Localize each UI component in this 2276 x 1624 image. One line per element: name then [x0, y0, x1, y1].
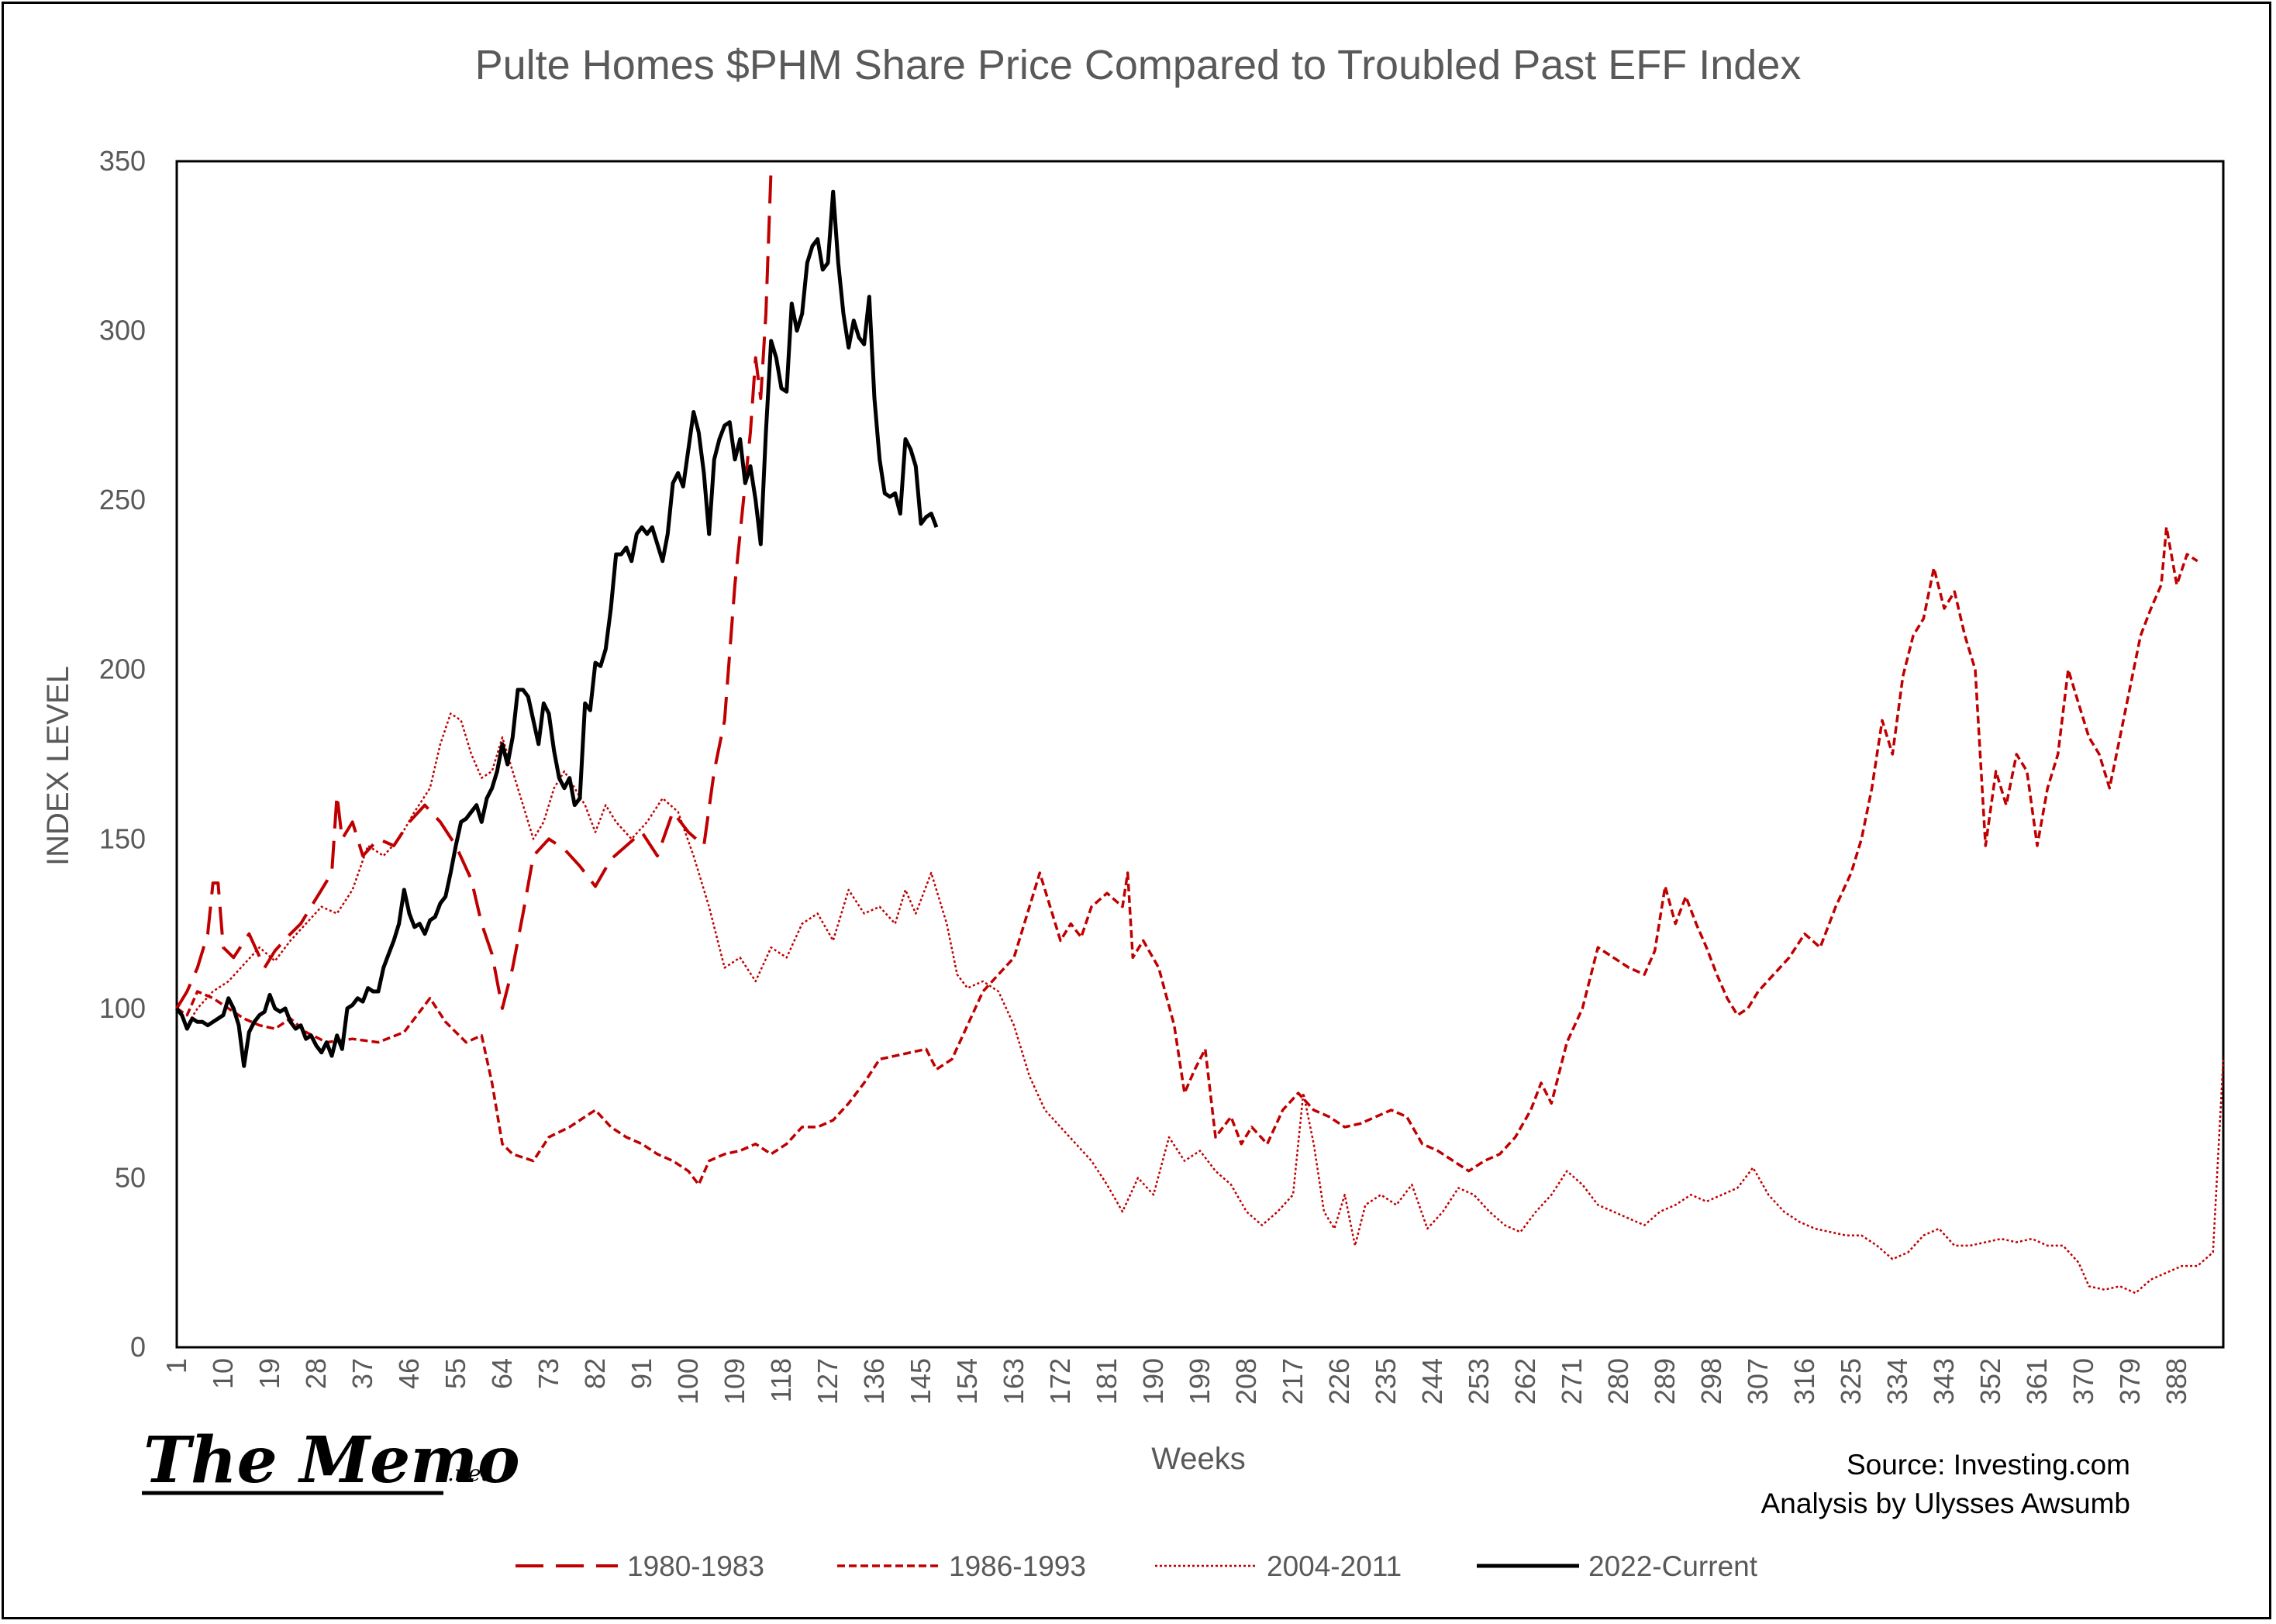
- x-tick-label: 190: [1137, 1358, 1169, 1405]
- y-axis-ticks: 0 50 100 150 200 250 300 350: [99, 145, 146, 1363]
- legend-item-1980-1983: 1980-1983: [516, 1550, 764, 1582]
- y-axis-label: INDEX LEVEL: [41, 666, 75, 866]
- x-tick-label: 163: [998, 1358, 1029, 1405]
- x-tick-label: 64: [486, 1358, 518, 1389]
- legend-label: 1980-1983: [627, 1550, 764, 1582]
- x-tick-label: 91: [626, 1358, 657, 1389]
- x-tick-label: 19: [253, 1358, 285, 1389]
- x-tick-label: 307: [1742, 1358, 1774, 1405]
- x-tick-label: 82: [579, 1358, 611, 1389]
- x-tick-label: 154: [951, 1358, 983, 1405]
- legend-label: 2022-Current: [1588, 1550, 1758, 1582]
- x-tick-label: 226: [1323, 1358, 1355, 1405]
- y-tick-label: 0: [130, 1331, 146, 1363]
- x-tick-label: 127: [812, 1358, 843, 1405]
- legend-item-2004-2011: 2004-2011: [1155, 1550, 1402, 1582]
- x-tick-label: 289: [1649, 1358, 1681, 1405]
- y-tick-label: 350: [99, 145, 146, 177]
- logo: The Memo .net: [142, 1423, 520, 1498]
- x-tick-label: 352: [1974, 1358, 2006, 1405]
- legend-item-2022-Current: 2022-Current: [1477, 1550, 1758, 1582]
- legend: 1980-1983 1986-1993 2004-2011 2022-Current: [516, 1550, 1758, 1582]
- y-tick-label: 100: [99, 992, 146, 1024]
- x-tick-label: 334: [1881, 1358, 1913, 1405]
- x-tick-label: 208: [1230, 1358, 1262, 1405]
- x-tick-label: 181: [1091, 1358, 1122, 1405]
- x-tick-label: 136: [858, 1358, 890, 1405]
- x-tick-label: 361: [2021, 1358, 2053, 1405]
- logo-text: The Memo: [143, 1423, 520, 1498]
- x-tick-label: 100: [672, 1358, 704, 1405]
- x-tick-label: 199: [1184, 1358, 1216, 1405]
- x-tick-label: 145: [905, 1358, 936, 1405]
- y-tick-label: 150: [99, 822, 146, 854]
- x-tick-label: 244: [1416, 1358, 1448, 1405]
- x-tick-label: 271: [1556, 1358, 1588, 1405]
- x-tick-label: 109: [719, 1358, 750, 1405]
- source-text: Source: Investing.com: [1847, 1449, 2130, 1481]
- x-tick-label: 379: [2114, 1358, 2146, 1405]
- x-tick-label: 325: [1835, 1358, 1867, 1405]
- legend-label: 1986-1993: [949, 1550, 1086, 1582]
- x-tick-label: 73: [533, 1358, 564, 1389]
- y-tick-label: 50: [115, 1161, 146, 1193]
- series-line-1986-1993: [176, 526, 2198, 1186]
- legend-label: 2004-2011: [1267, 1550, 1402, 1582]
- plot-area: [175, 160, 2225, 1349]
- x-tick-label: 388: [2160, 1358, 2192, 1405]
- x-tick-label: 1: [160, 1358, 192, 1374]
- x-tick-label: 370: [2067, 1358, 2099, 1405]
- x-tick-label: 10: [207, 1358, 239, 1389]
- x-tick-label: 46: [393, 1358, 425, 1389]
- x-tick-label: 235: [1370, 1358, 1402, 1405]
- x-tick-label: 37: [347, 1358, 378, 1389]
- x-tick-label: 28: [300, 1358, 332, 1389]
- chart-title: Pulte Homes $PHM Share Price Compared to…: [475, 42, 1802, 88]
- x-tick-label: 262: [1509, 1358, 1541, 1405]
- series-line-2022-Current: [175, 189, 939, 1068]
- x-tick-label: 118: [765, 1358, 797, 1402]
- x-tick-label: 343: [1928, 1358, 1960, 1405]
- plot-border: [175, 160, 2225, 1349]
- x-tick-label: 55: [440, 1358, 471, 1389]
- analysis-credit: Analysis by Ulysses Awsumb: [1761, 1488, 2130, 1519]
- x-tick-label: 298: [1695, 1358, 1727, 1405]
- x-tick-label: 316: [1788, 1358, 1820, 1405]
- logo-suffix: .net: [447, 1460, 491, 1486]
- y-tick-label: 250: [99, 484, 146, 515]
- series-line-1980-1983: [175, 167, 773, 1010]
- x-tick-label: 280: [1602, 1358, 1634, 1405]
- x-tick-label: 217: [1277, 1358, 1309, 1405]
- legend-item-1986-1993: 1986-1993: [837, 1550, 1086, 1582]
- x-tick-label: 172: [1044, 1358, 1076, 1405]
- x-axis-ticks: 1 10 19 28 37 46 55 64 73 82 91 100 109 118 127 136 145 1…: [160, 1358, 2192, 1405]
- y-tick-label: 300: [99, 315, 146, 347]
- y-tick-label: 200: [99, 653, 146, 685]
- series-line-2004-2011: [175, 712, 2225, 1295]
- x-tick-label: 253: [1463, 1358, 1495, 1405]
- x-axis-label: Weeks: [1151, 1442, 1246, 1476]
